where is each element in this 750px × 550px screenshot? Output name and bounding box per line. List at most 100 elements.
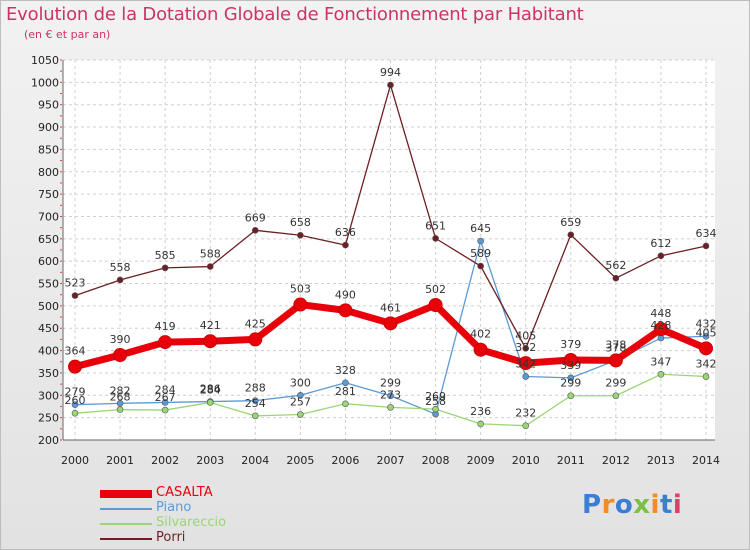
data-point-piano	[71, 401, 79, 408]
data-label-porri: 658	[290, 216, 311, 229]
data-label-piano: 645	[470, 222, 491, 235]
y-tick-label: 350	[38, 367, 59, 380]
y-tick-label: 800	[38, 166, 59, 179]
data-label-casalta: 372	[515, 341, 536, 354]
x-tick-label: 2004	[241, 454, 269, 467]
data-point-porri	[387, 81, 394, 89]
logo-letter: P	[582, 490, 602, 520]
data-point-silvareccio	[342, 400, 349, 408]
logo-letter: r	[601, 490, 615, 520]
y-tick-label: 500	[38, 300, 59, 313]
data-label-piano: 432	[696, 317, 717, 330]
x-tick-label: 2007	[377, 454, 405, 467]
x-tick-label: 2009	[467, 454, 495, 467]
data-label-porri: 562	[605, 259, 626, 272]
x-tick-label: 2000	[61, 454, 89, 467]
y-tick-label: 850	[38, 143, 59, 156]
x-tick-label: 2002	[151, 454, 179, 467]
y-tick-label: 900	[38, 121, 59, 134]
data-label-silvareccio: 269	[425, 390, 446, 403]
legend-swatch	[100, 538, 152, 540]
x-tick-label: 2011	[557, 454, 585, 467]
data-point-casalta	[293, 297, 308, 312]
y-tick-label: 550	[38, 278, 59, 291]
data-point-silvareccio	[477, 420, 484, 428]
x-tick-label: 2012	[602, 454, 630, 467]
data-point-casalta	[248, 332, 263, 347]
data-point-silvareccio	[702, 373, 710, 380]
data-point-porri	[432, 235, 439, 242]
plot-area	[63, 60, 715, 440]
data-label-silvareccio: 273	[380, 388, 401, 401]
data-point-casalta	[608, 353, 623, 368]
data-label-piano: 258	[425, 395, 446, 408]
data-point-piano	[702, 332, 710, 340]
data-label-porri: 659	[560, 216, 581, 229]
data-point-casalta	[699, 341, 713, 356]
data-label-porri: 558	[110, 261, 131, 274]
data-label-porri: 589	[470, 247, 491, 260]
data-point-porri	[567, 231, 575, 239]
legend-swatch	[100, 490, 152, 498]
data-point-porri	[206, 263, 214, 270]
legend-item-casalta: CASALTA	[100, 486, 300, 501]
legend-item-silvareccio: Silvareccio	[100, 516, 300, 531]
data-label-piano: 342	[515, 358, 536, 371]
y-tick-label: 1050	[31, 54, 59, 67]
x-tick-label: 2008	[422, 454, 450, 467]
data-point-silvareccio	[522, 422, 530, 429]
logo-letter: i	[672, 490, 683, 520]
x-tick-label: 2013	[647, 454, 675, 467]
proxiti-logo: Proxiti	[582, 490, 682, 520]
y-tick-label: 300	[38, 389, 59, 402]
legend-item-porri: Porri	[100, 531, 300, 546]
data-label-piano: 286	[200, 383, 221, 396]
data-label-silvareccio: 232	[515, 407, 536, 420]
x-tick-label: 2014	[692, 454, 720, 467]
data-label-silvareccio: 268	[110, 391, 131, 404]
data-point-porri	[702, 242, 710, 250]
data-point-casalta	[158, 335, 173, 350]
data-label-piano: 428	[650, 319, 671, 332]
data-label-silvareccio: 236	[470, 405, 491, 418]
data-label-casalta: 390	[110, 333, 131, 346]
data-point-silvareccio	[567, 392, 575, 400]
x-tick-label: 2005	[286, 454, 314, 467]
data-label-casalta: 419	[155, 320, 176, 333]
logo-letter: i	[650, 490, 660, 520]
y-tick-label: 750	[38, 188, 59, 201]
data-label-porri: 612	[650, 237, 671, 250]
data-label-piano: 328	[335, 364, 356, 377]
data-point-silvareccio	[387, 404, 394, 411]
chart-subtitle: (en € et par an)	[24, 28, 111, 41]
data-label-piano: 282	[110, 384, 131, 397]
y-tick-label: 650	[38, 233, 59, 246]
data-point-piano	[297, 391, 304, 399]
data-point-casalta	[68, 359, 82, 374]
data-label-piano: 378	[605, 341, 626, 354]
data-point-casalta	[383, 316, 398, 331]
data-label-porri: 634	[696, 227, 717, 240]
data-label-silvareccio: 257	[290, 396, 311, 409]
data-label-casalta: 490	[335, 288, 356, 301]
data-point-porri	[161, 264, 169, 272]
legend-swatch	[100, 523, 152, 525]
data-label-casalta: 364	[65, 345, 86, 358]
data-label-porri: 994	[380, 66, 401, 79]
data-point-porri	[71, 292, 79, 299]
data-point-porri	[522, 345, 530, 352]
chart-legend: CASALTA Piano Silvareccio Porri	[100, 486, 300, 546]
x-tick-label: 2003	[196, 454, 224, 467]
data-label-piano: 284	[155, 383, 176, 396]
data-label-silvareccio: 342	[696, 358, 717, 371]
y-tick-label: 700	[38, 210, 59, 223]
data-point-porri	[657, 252, 665, 260]
logo-letter: t	[659, 490, 673, 520]
y-tick-label: 1000	[31, 76, 59, 89]
data-point-piano	[342, 379, 349, 387]
y-tick-label: 600	[38, 255, 59, 268]
data-point-silvareccio	[71, 409, 79, 417]
data-label-silvareccio: 281	[335, 385, 356, 398]
data-point-casalta	[473, 342, 488, 357]
